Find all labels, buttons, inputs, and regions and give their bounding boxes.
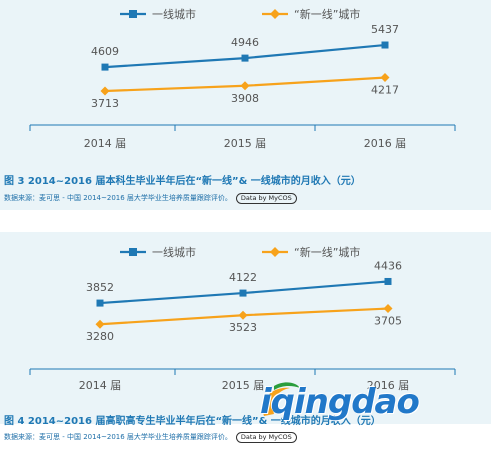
chart-1-legend-entry-0: 一线城市	[120, 7, 196, 21]
chart-2-data-label-1-2: 3705	[374, 315, 402, 328]
chart-1-legend-marker-0	[129, 10, 137, 18]
chart-1-data-label-1-2: 4217	[371, 84, 399, 97]
chart-2-point-1-0	[95, 319, 105, 329]
chart-1-data-label-0-2: 5437	[371, 23, 399, 36]
chart-2-x-label-0: 2014 届	[79, 379, 122, 392]
chart-2-legend-entry-0: 一线城市	[120, 245, 196, 259]
chart-2-data-label-1-0: 3280	[86, 330, 114, 343]
chart-1-source-text: 数据来源：麦可思 - 中国 2014~2016 届大学毕业生培养质量跟踪评价。	[4, 194, 232, 202]
chart-2-point-0-2	[384, 277, 392, 285]
chart-1-legend-marker-1	[270, 9, 280, 19]
chart-2-mycos-badge: Data by MyCOS	[235, 432, 297, 443]
chart-1-point-0-2	[381, 41, 389, 49]
chart-2-data-label-1-1: 3523	[229, 321, 257, 334]
chart-2-legend-marker-1	[270, 247, 280, 257]
chart-panel-2: 一线城市 “新一线”城市 2014 届 2015 届 2016 届 3852 4122 443…	[0, 232, 491, 424]
chart-1-point-0-1	[241, 54, 249, 62]
caption-area-2: 图 4 2014~2016 届高职高专生毕业半年后在“新一线”& 一线城市的月收…	[0, 416, 491, 451]
watermark-text: iqingdao	[260, 382, 420, 422]
chart-2-x-label-1: 2015 届	[222, 379, 265, 392]
chart-panel-1: 一线城市 “新一线”城市 2014 届 2015 届 2016 届 4609 4946 543…	[0, 0, 491, 210]
chart-1-point-1-2	[380, 73, 390, 83]
chart-2-point-0-1	[239, 289, 247, 297]
chart-1-legend-label-1: “新一线”城市	[294, 7, 360, 21]
chart-1-point-1-1	[240, 81, 250, 91]
chart-2-legend-entry-1: “新一线”城市	[262, 245, 360, 259]
chart-2-point-1-2	[383, 304, 393, 314]
chart-1-data-label-0-1: 4946	[231, 36, 259, 49]
chart-1-caption: 图 3 2014~2016 届本科生毕业半年后在“新一线”& 一线城市的月收入（…	[4, 176, 361, 187]
chart-1-data-label-0-0: 4609	[91, 45, 119, 58]
chart-1: 一线城市 “新一线”城市 2014 届 2015 届 2016 届 4609 4946 543…	[29, 7, 456, 150]
chart-1-mycos-badge: Data by MyCOS	[235, 193, 297, 204]
chart-1-x-label-1: 2015 届	[224, 137, 267, 150]
chart-2-source: 数据来源：麦可思 - 中国 2014~2016 届大学毕业生培养质量跟踪评价。 D…	[4, 432, 297, 443]
panel-gap	[0, 210, 491, 232]
chart-1-x-label-0: 2014 届	[84, 137, 127, 150]
chart-1-point-0-0	[101, 63, 109, 71]
chart-2: 一线城市 “新一线”城市 2014 届 2015 届 2016 届 3852 4122 443…	[29, 245, 456, 392]
chart-2-legend-label-0: 一线城市	[152, 245, 196, 259]
chart-2-point-0-0	[96, 299, 104, 307]
watermark-swoosh-icon	[262, 382, 300, 416]
chart-2-data-label-0-0: 3852	[86, 281, 114, 294]
chart-2-legend-label-1: “新一线”城市	[294, 245, 360, 259]
chart-1-source: 数据来源：麦可思 - 中国 2014~2016 届大学毕业生培养质量跟踪评价。 D…	[4, 193, 297, 204]
chart-2-caption: 图 4 2014~2016 届高职高专生毕业半年后在“新一线”& 一线城市的月收…	[4, 416, 381, 427]
chart-1-legend-entry-1: “新一线”城市	[262, 7, 360, 21]
chart-2-x-label-2: 2016 届	[367, 379, 410, 392]
chart-1-data-label-1-1: 3908	[231, 92, 259, 105]
chart-1-legend-label-0: 一线城市	[152, 7, 196, 21]
chart-2-data-label-0-1: 4122	[229, 271, 257, 284]
chart-2-point-1-1	[238, 310, 248, 320]
chart-2-legend-marker-0	[129, 248, 137, 256]
chart-1-point-1-0	[100, 86, 110, 96]
watermark-logo: iqingdao	[248, 378, 448, 428]
chart-1-x-label-2: 2016 届	[364, 137, 407, 150]
chart-2-data-label-0-2: 4436	[374, 259, 402, 272]
chart-2-source-text: 数据来源：麦可思 - 中国 2014~2016 届大学毕业生培养质量跟踪评价。	[4, 433, 232, 441]
chart-1-data-label-1-0: 3713	[91, 97, 119, 110]
